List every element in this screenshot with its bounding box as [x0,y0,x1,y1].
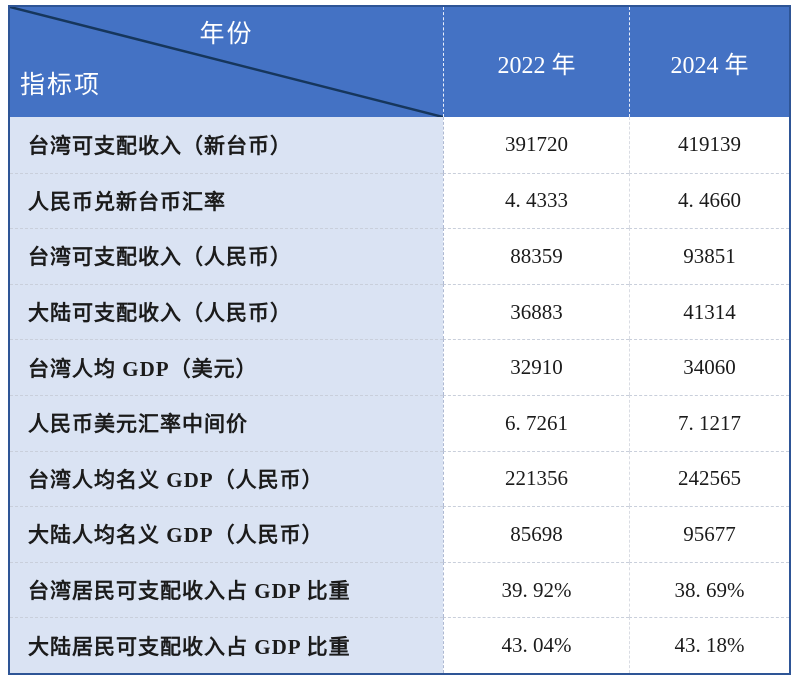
row-label: 大陆可支配收入（人民币） [10,283,443,340]
table-row: 台湾人均名义 GDP（人民币） 221356 242565 [10,450,789,507]
value-2024: 43. 18% [629,617,789,673]
table-row: 台湾可支配收入（新台币） 391720 419139 [10,117,789,173]
corner-header-cell: 年份 指标项 [10,7,443,117]
diagonal-divider-line [10,7,443,117]
value-2024: 242565 [629,450,789,507]
table-row: 台湾可支配收入（人民币） 88359 93851 [10,228,789,284]
value-2024: 34060 [629,339,789,395]
value-2024: 419139 [629,117,789,173]
table-row: 大陆居民可支配收入占 GDP 比重 43. 04% 43. 18% [10,617,789,673]
value-2024: 41314 [629,283,789,340]
row-label: 人民币美元汇率中间价 [10,394,443,451]
value-2022: 85698 [443,506,629,562]
row-label: 大陆居民可支配收入占 GDP 比重 [10,617,443,673]
table-row: 大陆可支配收入（人民币） 36883 41314 [10,283,789,340]
corner-header-year-label: 年份 [199,21,254,48]
value-2022: 88359 [443,228,629,284]
corner-header-indicator-label: 指标项 [20,72,102,99]
column-header-2022: 2022 年 [443,7,629,117]
table-row: 人民币兑新台币汇率 4. 4333 4. 4660 [10,172,789,229]
row-label: 台湾居民可支配收入占 GDP 比重 [10,561,443,618]
value-2024: 95677 [629,506,789,562]
value-2024: 7. 1217 [629,394,789,451]
value-2022: 43. 04% [443,617,629,673]
row-label: 台湾可支配收入（新台币） [10,117,443,173]
table-body: 台湾可支配收入（新台币） 391720 419139 人民币兑新台币汇率 4. … [10,117,789,673]
value-2022: 39. 92% [443,561,629,618]
value-2022: 32910 [443,339,629,395]
table-header-row: 年份 指标项 2022 年 2024 年 [10,7,789,117]
table-row: 台湾人均 GDP（美元） 32910 34060 [10,339,789,395]
row-label: 人民币兑新台币汇率 [10,172,443,229]
value-2022: 221356 [443,450,629,507]
table-row: 大陆人均名义 GDP（人民币） 85698 95677 [10,506,789,562]
value-2022: 36883 [443,283,629,340]
table-row: 台湾居民可支配收入占 GDP 比重 39. 92% 38. 69% [10,561,789,618]
value-2024: 4. 4660 [629,172,789,229]
value-2024: 93851 [629,228,789,284]
table-row: 人民币美元汇率中间价 6. 7261 7. 1217 [10,394,789,451]
value-2022: 6. 7261 [443,394,629,451]
row-label: 台湾可支配收入（人民币） [10,228,443,284]
row-label: 台湾人均 GDP（美元） [10,339,443,395]
value-2022: 4. 4333 [443,172,629,229]
value-2024: 38. 69% [629,561,789,618]
row-label: 台湾人均名义 GDP（人民币） [10,450,443,507]
value-2022: 391720 [443,117,629,173]
row-label: 大陆人均名义 GDP（人民币） [10,506,443,562]
indicator-comparison-table: 年份 指标项 2022 年 2024 年 台湾可支配收入（新台币） 391720… [8,5,791,675]
column-header-2024: 2024 年 [629,7,789,117]
